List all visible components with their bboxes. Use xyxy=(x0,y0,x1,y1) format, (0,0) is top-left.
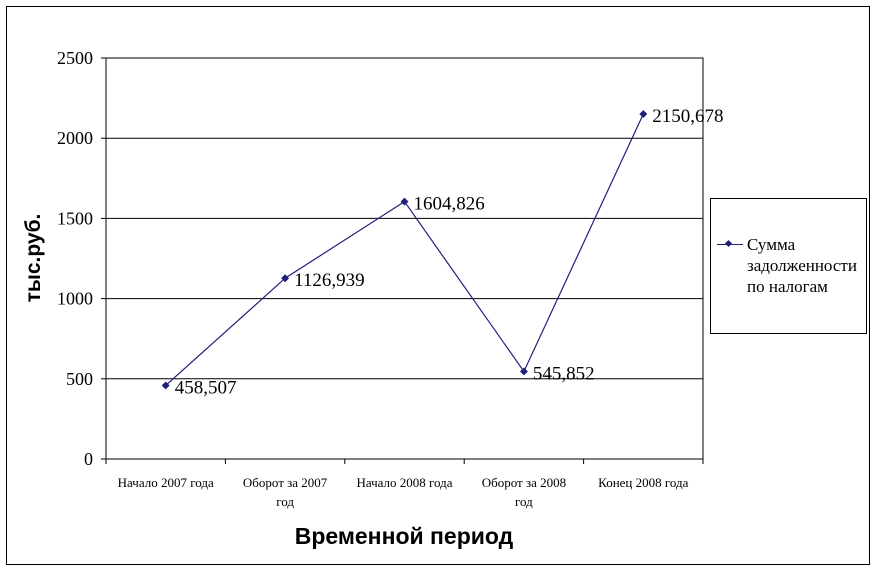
data-point-marker xyxy=(161,381,170,390)
legend-series-marker xyxy=(724,239,733,248)
data-label: 545,852 xyxy=(533,363,595,384)
x-tick-label: Оборот за 2007 год xyxy=(243,475,328,509)
data-point-marker xyxy=(639,110,648,118)
data-label: 2150,678 xyxy=(652,106,723,127)
data-point-marker xyxy=(400,197,409,206)
x-tick-label: Начало 2007 года xyxy=(118,475,214,490)
data-label: 1126,939 xyxy=(294,270,365,291)
grid-lines xyxy=(106,137,703,380)
x-axis-title: Временной период xyxy=(295,523,514,549)
x-tick-label: Конец 2008 года xyxy=(598,475,688,490)
y-tick-label: 500 xyxy=(66,369,93,389)
data-point-marker xyxy=(281,274,290,283)
data-label: 1604,826 xyxy=(414,194,485,215)
plot-area xyxy=(105,57,704,460)
x-tick-label: Начало 2008 года xyxy=(356,475,452,490)
y-tick-label: 0 xyxy=(84,449,93,469)
legend: Сумма задолженности по налогам xyxy=(710,198,867,334)
y-tick-label: 2000 xyxy=(57,128,93,148)
y-axis-title: тыс.руб. xyxy=(22,214,45,303)
y-tick-label: 1500 xyxy=(57,208,93,228)
y-tick-label: 2500 xyxy=(57,48,93,68)
series-layer: 458,507 1126,939 1604,826 545,852 2150,678 xyxy=(161,106,724,398)
x-axis-ticks: Начало 2007 года Оборот за 2007 год Начало … xyxy=(105,459,704,509)
data-label: 458,507 xyxy=(175,377,237,398)
y-tick-label: 1000 xyxy=(57,289,93,309)
y-axis-ticks: 0 500 1000 1500 2000 2500 xyxy=(57,48,106,469)
x-tick-label: Оборот за 2008 год xyxy=(482,475,566,509)
series-line xyxy=(165,113,644,386)
data-point-marker xyxy=(519,367,528,376)
legend-series-label: Сумма задолженности по налогам xyxy=(747,235,857,296)
